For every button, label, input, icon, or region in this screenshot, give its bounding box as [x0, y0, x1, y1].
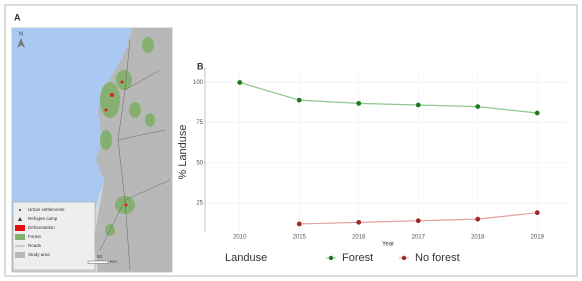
legend-marker [401, 255, 407, 261]
plot-area [205, 68, 567, 232]
map-legend-label: Urban settlements [28, 207, 65, 212]
map-legend [12, 201, 96, 271]
legend-marker [328, 255, 334, 261]
legend-swatch [19, 209, 21, 211]
map-legend-label: Refugee camp [28, 216, 58, 221]
legend-swatch [15, 252, 25, 258]
data-point [534, 110, 540, 116]
series-line [239, 81, 538, 114]
map-legend-label: Deforestation [28, 225, 55, 230]
data-point [475, 104, 481, 109]
water [12, 28, 132, 215]
x-tick-label: 2015 [293, 235, 307, 241]
y-axis-title: % Landuse [177, 124, 189, 179]
data-point [356, 100, 362, 106]
legend-label: No forest [415, 252, 460, 264]
y-tick-label: 50 [196, 160, 203, 166]
legend-title: Landuse [225, 252, 267, 264]
y-tick-label: 100 [193, 80, 204, 86]
roads [99, 39, 171, 271]
x-axis-title: Year [382, 242, 394, 248]
y-tick-label: 75 [196, 120, 203, 126]
data-point [415, 102, 421, 108]
scale-bar [87, 260, 109, 264]
x-tick-label: 2019 [531, 235, 545, 241]
north-label: N [19, 31, 23, 37]
scale-unit: Km [110, 259, 117, 264]
scale-value: 50 [97, 254, 103, 259]
map: N Urban settlements Refugee camp Defores… [11, 27, 173, 273]
data-point [415, 218, 421, 224]
data-point [534, 210, 540, 216]
data-point [296, 97, 302, 103]
x-tick-label: 2010 [233, 235, 247, 241]
y-tick-label: 25 [196, 201, 203, 207]
data-point [237, 80, 243, 85]
legend-swatch [15, 225, 25, 231]
map-legend-label: Study area [28, 252, 50, 257]
x-tick-label: 2018 [471, 235, 485, 241]
panel-label: B [197, 61, 204, 71]
data-point [296, 221, 302, 227]
map-legend-label: Forest [28, 234, 42, 239]
data-point [475, 216, 481, 222]
north-arrow: N [17, 31, 25, 48]
x-tick-label: 2017 [412, 235, 426, 241]
legend-label: Forest [342, 252, 373, 264]
x-tick-label: 2016 [352, 235, 366, 241]
panel-label: A [14, 12, 21, 22]
legend-swatch [15, 234, 25, 240]
map-legend-label: Roads [28, 243, 42, 248]
data-point [356, 219, 362, 225]
legend-swatch [18, 217, 22, 221]
